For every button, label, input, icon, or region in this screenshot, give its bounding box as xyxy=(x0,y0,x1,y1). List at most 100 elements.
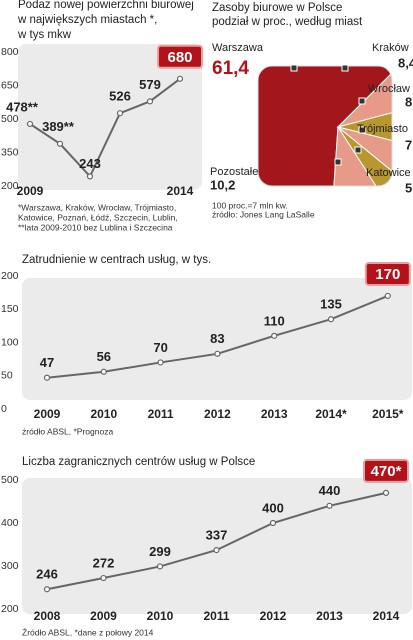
value-label: 47 xyxy=(40,355,54,370)
value-label: 7 xyxy=(405,137,412,152)
point xyxy=(56,140,64,147)
chart-title: Zasoby biurowe w Polsce xyxy=(212,2,342,14)
point xyxy=(214,350,221,357)
value-label: 8,4 xyxy=(398,55,413,70)
pie-frame xyxy=(257,65,393,187)
x-tick-label: 2008 xyxy=(34,609,61,623)
category-label: Wrocław xyxy=(368,83,410,95)
category-label: Pozostałe xyxy=(210,166,258,178)
point xyxy=(327,316,335,323)
chart-title: podział w proc., według miast xyxy=(212,16,363,28)
point xyxy=(326,502,333,509)
pie-slice xyxy=(337,126,392,186)
point xyxy=(271,332,278,339)
x-tick-label: 2009 xyxy=(17,184,44,198)
point xyxy=(382,489,390,496)
pie-slice xyxy=(337,126,392,186)
value-label: 440 xyxy=(319,483,341,498)
point xyxy=(156,563,164,570)
x-tick-label: 2011 xyxy=(203,609,229,623)
pie xyxy=(258,66,392,186)
footnote: Katowice, Poznań, Łódź, Szczecin, Lublin… xyxy=(18,212,178,222)
value-label: 10,2 xyxy=(210,177,235,192)
value-label: 83 xyxy=(210,331,224,346)
x-tick-label: 2010 xyxy=(90,407,117,421)
value-label: 337 xyxy=(206,528,228,543)
value-label: 246 xyxy=(36,567,58,582)
footnote: **lata 2009-2010 bez Lublina i Szczecina xyxy=(18,222,173,232)
y-tick-label: 300 xyxy=(1,560,19,572)
value-label: 272 xyxy=(93,555,115,570)
point xyxy=(213,546,220,554)
y-tick-label: 350 xyxy=(1,146,19,158)
value-label: 299 xyxy=(149,544,171,559)
point xyxy=(157,359,164,366)
point xyxy=(384,292,391,300)
point xyxy=(43,586,51,593)
value-label: 5 xyxy=(405,180,412,195)
point xyxy=(100,368,107,375)
point xyxy=(176,75,184,82)
x-tick-label: 2013 xyxy=(261,407,288,421)
y-tick-label: 500 xyxy=(1,113,19,125)
line xyxy=(29,78,181,179)
y-tick-label: 650 xyxy=(1,79,19,91)
pie-slice xyxy=(326,125,392,186)
value-label: 135 xyxy=(320,297,342,312)
value-label: 61,4 xyxy=(212,58,249,79)
category-label: Kraków xyxy=(372,42,409,54)
category-label: Warszawa xyxy=(212,42,264,54)
x-tick-label: 2012 xyxy=(204,407,231,421)
category-label: Katowice xyxy=(366,167,411,179)
footnote: *Warszawa, Kraków, Wrocław, Trójmiasto, xyxy=(18,202,176,212)
chart-title: w tys mkw xyxy=(17,29,72,41)
marker xyxy=(334,158,342,166)
value-label: 56 xyxy=(97,349,111,364)
chart-title: w największych miastach *, xyxy=(17,14,157,26)
value-label: 478** xyxy=(6,99,39,114)
footnote: 100 proc.=7 mln kw. xyxy=(212,200,288,210)
value-label: 526 xyxy=(109,89,131,104)
highlight-box xyxy=(364,261,411,286)
value-label: 70 xyxy=(153,340,167,355)
point xyxy=(43,374,51,381)
marker xyxy=(358,97,366,105)
footnote: źródło ABSL, *Prognoza xyxy=(22,426,113,436)
y-tick-label: 100 xyxy=(1,336,19,348)
pie-slice xyxy=(258,66,392,186)
point xyxy=(146,98,154,105)
y-tick-label: 0 xyxy=(1,403,7,415)
value-label: 579 xyxy=(139,77,161,92)
y-tick-label: 400 xyxy=(1,517,19,529)
x-tick-label: 2010 xyxy=(147,609,174,623)
point xyxy=(116,110,124,117)
highlight-box xyxy=(157,44,203,69)
point xyxy=(269,519,277,527)
value-label: 389** xyxy=(42,119,75,134)
value-label: 170 xyxy=(375,266,400,283)
x-tick-label: 2012 xyxy=(260,609,287,623)
plot-background xyxy=(18,44,202,190)
value-label: 400 xyxy=(262,500,284,515)
point xyxy=(100,574,107,582)
x-tick-label: 2011 xyxy=(148,407,174,421)
category-label: Trójmiasto xyxy=(357,123,408,135)
chart-title: Liczba zagranicznych centrów usług w Pol… xyxy=(22,456,255,468)
x-tick-label: 2009 xyxy=(34,407,61,421)
y-tick-label: 50 xyxy=(1,370,13,382)
pie-slice xyxy=(336,66,392,128)
marker xyxy=(341,64,349,72)
marker xyxy=(290,64,298,72)
y-tick-label: 500 xyxy=(1,474,19,486)
y-tick-label: 800 xyxy=(1,46,19,58)
highlight-box xyxy=(363,458,409,483)
x-tick-label: 2015* xyxy=(372,407,404,421)
value-label: 470* xyxy=(371,463,402,480)
point xyxy=(86,173,94,180)
point xyxy=(26,120,34,128)
x-tick-label: 2013 xyxy=(316,609,343,623)
chart-title: Zatrudnienie w centrach usług, w tys. xyxy=(22,254,211,266)
value-label: 680 xyxy=(167,49,192,66)
footnote: Źródło ABSL, *dane z połowy 2014 xyxy=(22,627,154,637)
